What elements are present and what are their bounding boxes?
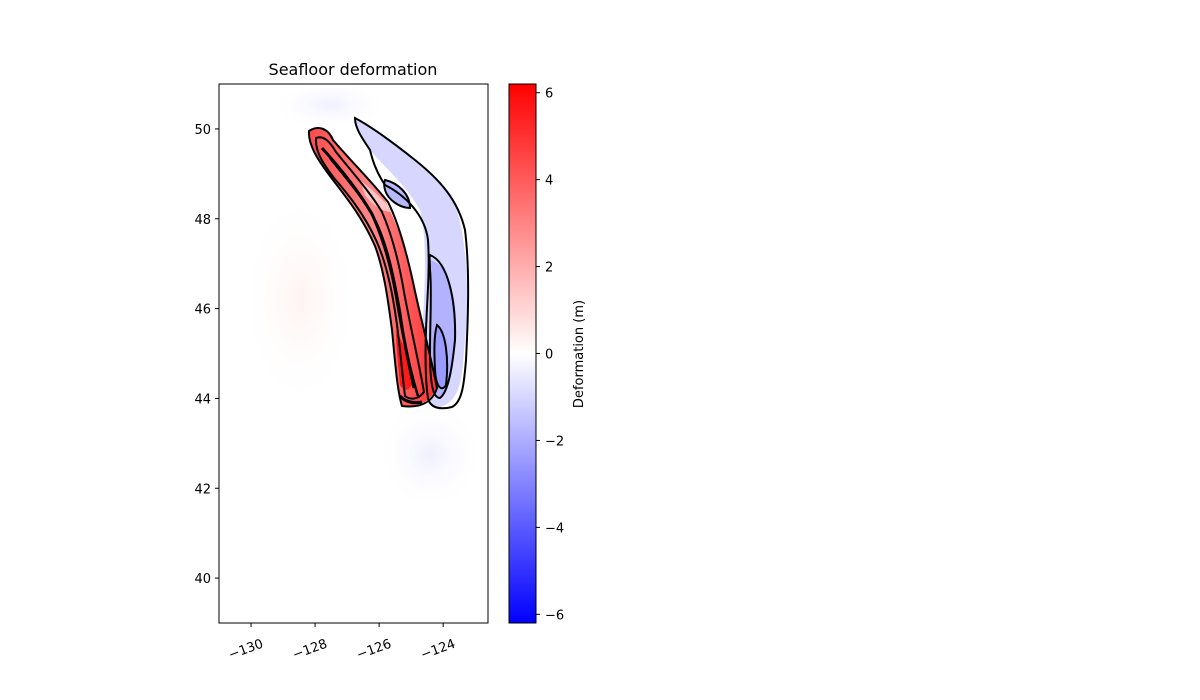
x-tick-label: −124: [419, 637, 458, 663]
colorbar-tick-label: −4: [545, 521, 564, 536]
x-axis: −130 −128 −126 −124: [227, 623, 458, 663]
colorbar-tick-label: 4: [545, 174, 553, 189]
map-axes: 40 42 44 46 48 50 −130 −128 −126 −124: [194, 83, 489, 663]
x-tick-label: −126: [355, 637, 394, 663]
y-tick-label: 42: [194, 482, 211, 497]
y-tick-label: 44: [194, 392, 211, 407]
colorbar-tick-label: 0: [545, 348, 553, 363]
contour-uplift-outer: [307, 127, 439, 408]
colorbar-tick-label: 6: [545, 87, 553, 102]
y-tick-label: 40: [194, 572, 211, 587]
y-tick-label: 48: [194, 213, 211, 228]
y-axis: 40 42 44 46 48 50: [194, 123, 219, 587]
colorbar: −6 −4 −2 0 2 4 6 Deformation (m): [508, 83, 587, 624]
colorbar-ticks: −6 −4 −2 0 2 4 6: [536, 87, 564, 623]
chart-title: Seafloor deformation: [269, 60, 438, 79]
contour-inner-subsidence: [433, 323, 449, 390]
contour-uplift-inner: [314, 136, 426, 400]
colorbar-label: Deformation (m): [572, 300, 587, 408]
colorbar-tick-label: −6: [545, 608, 564, 623]
deformation-contours: [307, 116, 470, 410]
x-tick-label: −128: [291, 637, 330, 663]
axes-frame: [218, 83, 489, 624]
contour-small-subsidence: [383, 178, 412, 210]
contour-mid-subsidence: [428, 253, 457, 400]
x-tick-label: −130: [227, 637, 266, 663]
colorbar-tick-label: −2: [545, 434, 564, 449]
colorbar-gradient: [508, 83, 537, 624]
y-tick-label: 46: [194, 303, 211, 318]
y-tick-label: 50: [194, 123, 211, 138]
colorbar-tick-label: 2: [545, 261, 553, 276]
